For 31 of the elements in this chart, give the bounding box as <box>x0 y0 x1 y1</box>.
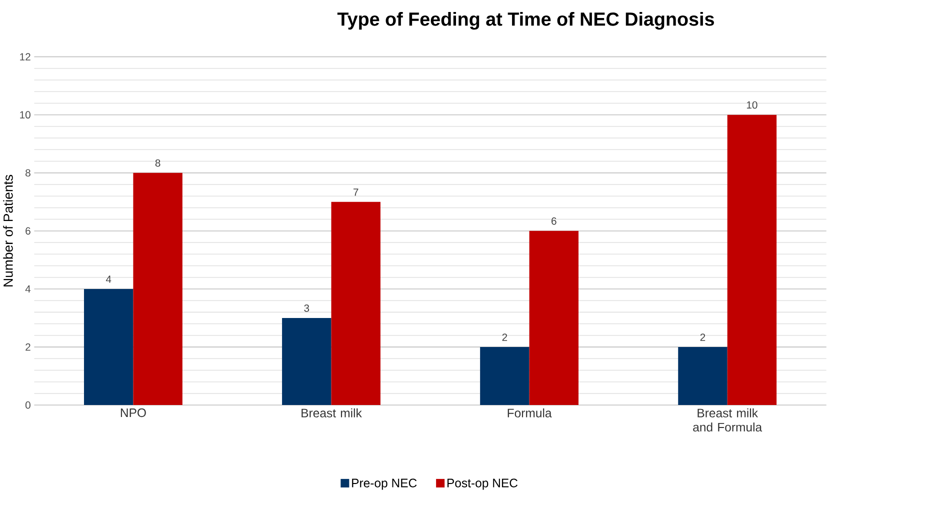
y-tick-label: 0 <box>25 401 30 409</box>
y-axis-title: Number of Patients <box>3 174 13 286</box>
bar <box>480 346 530 406</box>
x-tick-label: Breast milk <box>302 408 362 418</box>
y-tick-label: 4 <box>25 285 31 292</box>
x-tick-label: Formula <box>508 408 552 418</box>
y-tick-label: 10 <box>20 111 30 118</box>
data-label: 3 <box>304 304 310 312</box>
legend-label: Post-op NEC <box>447 478 518 490</box>
data-label: 7 <box>354 188 358 196</box>
bar <box>331 202 380 406</box>
y-tick-label: 8 <box>26 169 30 177</box>
x-tick-label: NPO <box>120 408 146 418</box>
y-tick-label: 6 <box>26 227 30 235</box>
data-label: 4 <box>106 276 112 283</box>
bar <box>282 318 332 406</box>
bar <box>529 230 579 406</box>
data-label: 2 <box>700 334 706 341</box>
data-label: 8 <box>155 159 160 167</box>
bar <box>84 288 134 406</box>
y-tick-label: 2 <box>26 343 30 351</box>
bar <box>133 172 182 406</box>
bar <box>678 346 728 406</box>
y-tick-label: 12 <box>20 53 30 60</box>
data-label: 6 <box>552 217 556 225</box>
data-label: 2 <box>502 334 508 341</box>
chart-title: Type of Feeding at Time of NEC Diagnosis <box>337 12 714 30</box>
bar <box>727 114 777 406</box>
legend-label: Pre-op NEC <box>352 478 417 490</box>
data-label: 10 <box>746 101 758 109</box>
x-tick-label: Breast milk and Formula <box>693 408 762 432</box>
